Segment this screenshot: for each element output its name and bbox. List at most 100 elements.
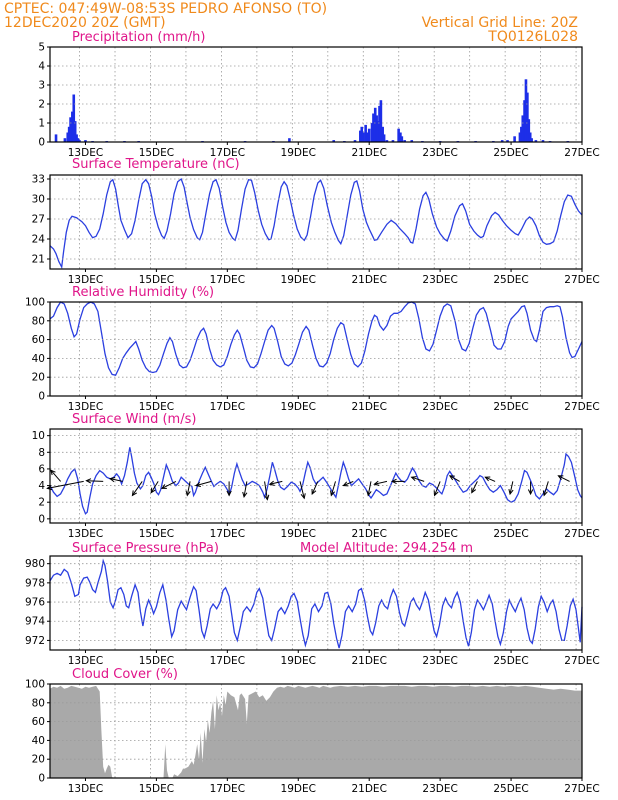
panel-subtitle: Model Altitude: 294.254 m [300,541,473,556]
x-tick-label: 15DEC [139,274,174,286]
wind-arrow [299,481,305,499]
y-tick-label: 3 [38,80,45,92]
wind-arrow [195,480,212,487]
precip-bar [530,138,533,142]
plot-frame [49,428,583,524]
x-tick-label: 25DEC [493,655,528,667]
run-time: 12DEC2020 20Z (GMT) [4,15,166,31]
x-tick-label: 25DEC [493,147,528,159]
wind-arrowhead [226,490,232,497]
x-tick-label: 13DEC [68,783,103,795]
y-tick-label: 33 [32,174,45,186]
x-tick-label: 19DEC [281,147,316,159]
y-tick-label: 100 [25,679,45,691]
panel-temp: Surface Temperature (nC) 21 24 27 30 33 13DEC 1… [32,157,600,286]
precip-bar [66,132,70,142]
y-tick-label: 21 [32,254,45,266]
wind-arrow [485,476,496,482]
wind-arrowhead [542,490,548,497]
x-tick-label: 27DEC [564,783,599,795]
x-tick-label: 19DEC [281,401,316,413]
header: CPTEC: 047:49W-08:53S PEDRO AFONSO (TO) … [4,1,578,45]
x-tick-label: 15DEC [139,528,174,540]
x-tick-label: 23DEC [422,401,457,413]
wind-arrowhead [108,476,116,483]
y-tick-label: 60 [32,334,45,346]
panel-title: Precipitation (mm/h) [72,30,205,45]
precip-bar [360,126,364,142]
precip-bar [385,140,389,142]
y-tick-label: 976 [25,597,45,609]
x-tick-label: 15DEC [139,401,174,413]
x-tick-label: 27DEC [564,528,599,540]
x-tick-label: 17DEC [210,401,245,413]
precip-bar [524,79,528,142]
wind-arrowhead [508,489,514,496]
plot-frame [49,301,583,397]
y-tick-label: 2 [38,99,45,111]
wind-arrowhead [150,487,156,494]
panel-title: Relative Humidity (%) [72,285,214,300]
precip-bar [518,132,522,142]
y-tick-label: 2 [38,497,45,509]
wind-arrow [269,480,283,485]
wind-arrow [343,480,354,487]
x-tick-label: 27DEC [564,274,599,286]
precip-bar [332,140,336,142]
x-tick-label: 25DEC [493,274,528,286]
wind-arrowhead [194,481,201,488]
x-tick-label: 17DEC [210,147,245,159]
precip-bar [400,136,404,142]
x-tick-label: 21DEC [351,147,386,159]
precip-bar [500,140,504,142]
wind-arrow [161,480,177,489]
y-tick-label: 974 [25,616,45,628]
wind-arrowhead [300,493,306,500]
vertical-grid-note: Vertical Grid Line: 20Z [422,15,578,31]
y-tick-label: 1 [38,118,45,130]
wind-arrow [374,480,388,485]
precip-bar [527,119,531,142]
wind-arrowhead [330,490,336,497]
precip-bar [67,126,71,142]
precip-bar [364,124,367,142]
precip-bar [534,140,538,142]
precip-bar [54,134,58,142]
x-tick-label: 21DEC [351,783,386,795]
x-tick-label: 25DEC [493,528,528,540]
y-tick-label: 0 [38,513,45,525]
wind-arrow [509,481,514,495]
y-tick-label: 20 [32,754,45,766]
wind-arrow [543,481,549,496]
wind-arrowhead [557,475,564,481]
x-tick-label: 13DEC [68,147,103,159]
precip-bar [381,126,384,142]
wind-arrow [367,481,372,496]
x-tick-label: 15DEC [139,655,174,667]
precip-bar [379,100,383,142]
precip-bar [376,121,380,142]
precip-bar [71,111,74,142]
x-tick-label: 23DEC [422,783,457,795]
precip-bar [359,130,362,142]
panel-title: Cloud Cover (%) [72,667,178,682]
y-tick-label: 60 [32,716,45,728]
precip-bar [76,138,80,142]
x-tick-label: 23DEC [422,655,457,667]
wind-arrowhead [410,476,417,482]
precip-bar [506,140,509,142]
precip-bar [528,132,532,142]
precip-bar [513,136,516,142]
y-tick-label: 40 [32,735,45,747]
x-tick-label: 21DEC [351,655,386,667]
wind-arrow [449,475,460,482]
precip-bar [521,115,525,142]
wind-arrow [243,481,248,497]
y-tick-label: 20 [32,372,45,384]
y-tick-label: 5 [38,42,45,54]
precip-bar [410,140,414,142]
x-tick-label: 17DEC [210,528,245,540]
y-tick-label: 27 [32,214,45,226]
panel-rh: Relative Humidity (%) 0 20 40 60 80 100 13DEC 15… [25,285,600,413]
